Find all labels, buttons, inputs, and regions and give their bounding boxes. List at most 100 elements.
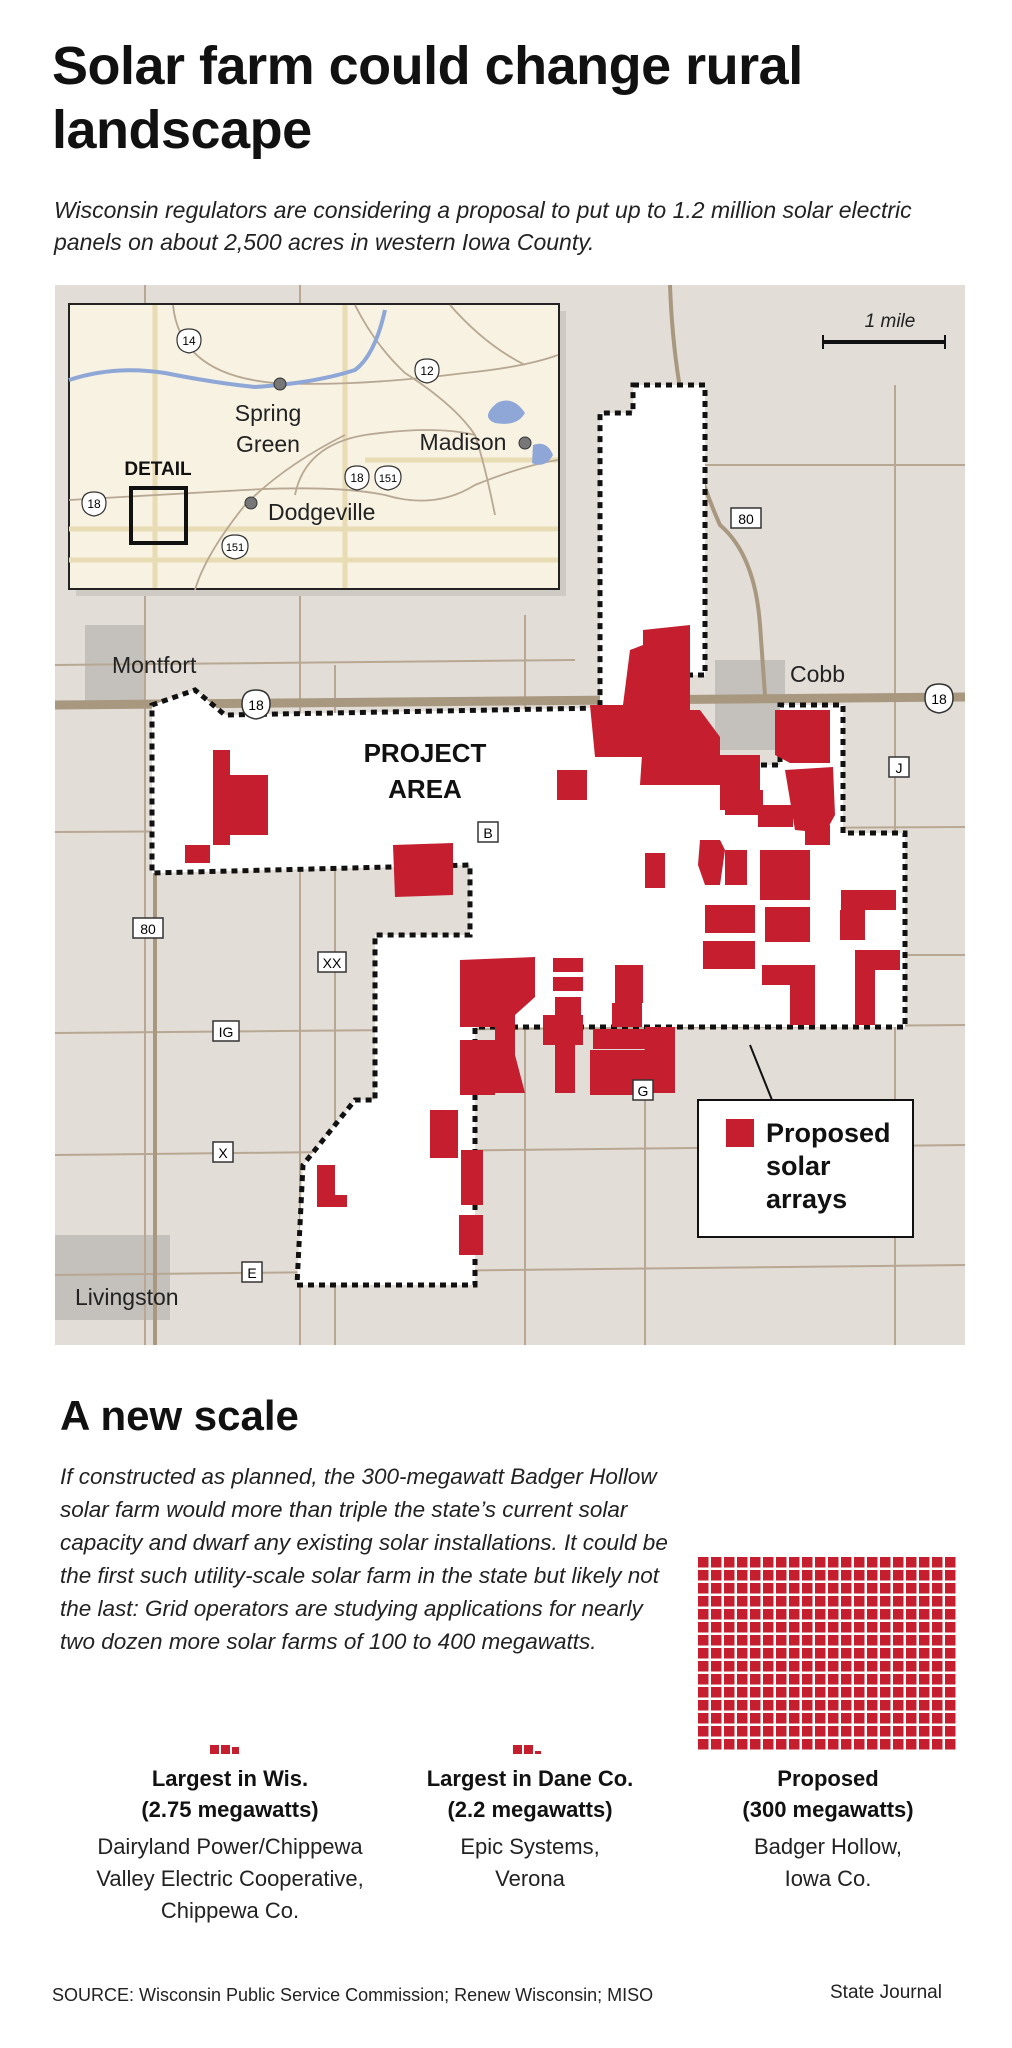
megawatt-square: [711, 1609, 722, 1620]
megawatt-square: [698, 1674, 709, 1685]
megawatt-square: [880, 1635, 891, 1646]
megawatt-square: [906, 1609, 917, 1620]
megawatt-square: [750, 1726, 761, 1737]
megawatt-square: [737, 1557, 748, 1568]
megawatt-square: [945, 1570, 956, 1581]
megawatt-square: [737, 1739, 748, 1750]
county-xx-shield: XX: [317, 951, 347, 973]
megawatt-square: [711, 1687, 722, 1698]
megawatt-square: [945, 1687, 956, 1698]
source-note: SOURCE: Wisconsin Public Service Commiss…: [52, 1985, 654, 2005]
project-area-label-line1: PROJECT: [364, 738, 487, 768]
megawatt-square: [763, 1596, 774, 1607]
megawatt-square: [789, 1700, 800, 1711]
megawatt-square: [828, 1557, 839, 1568]
megawatt-square: [893, 1583, 904, 1594]
county-e-shield: E: [241, 1261, 263, 1283]
megawatt-square: [763, 1700, 774, 1711]
lake-monona: [532, 443, 553, 465]
megawatt-square: [932, 1609, 943, 1620]
megawatt-square: [815, 1557, 826, 1568]
megawatt-square: [763, 1635, 774, 1646]
dodgeville-dot: [244, 496, 258, 510]
megawatt-square: [750, 1648, 761, 1659]
megawatt-square: [815, 1635, 826, 1646]
megawatt-square: [841, 1726, 852, 1737]
comparison-head-line2: (2.75 megawatts): [141, 1797, 319, 1822]
megawatt-square: [815, 1622, 826, 1633]
inset-locator-map: DETAIL Spring Green Madison Dodgeville 1…: [68, 303, 566, 596]
megawatt-square: [932, 1583, 943, 1594]
megawatt-square: [854, 1557, 865, 1568]
megawatt-square: [802, 1583, 813, 1594]
road-label: J: [896, 760, 903, 776]
megawatt-square: [763, 1622, 774, 1633]
megawatt-square: [867, 1570, 878, 1581]
megawatt-square: [880, 1596, 891, 1607]
megawatt-square: [724, 1622, 735, 1633]
megawatt-square: [919, 1726, 930, 1737]
megawatt-square: [802, 1557, 813, 1568]
megawatt-square: [711, 1739, 722, 1750]
megawatt-square: [828, 1687, 839, 1698]
megawatt-square: [711, 1648, 722, 1659]
megawatt-square: [802, 1648, 813, 1659]
megawatt-square: [906, 1596, 917, 1607]
comparison-head-line2: (300 megawatts): [742, 1797, 914, 1822]
scale-bar: [822, 335, 946, 349]
road-label: B: [483, 825, 492, 841]
megawatt-square: [841, 1713, 852, 1724]
hwy-80-shield-south: 80: [132, 917, 164, 939]
megawatt-square: [802, 1661, 813, 1672]
megawatt-square: [698, 1648, 709, 1659]
megawatt-square: [906, 1661, 917, 1672]
megawatt-square: [776, 1726, 787, 1737]
megawatt-square: [906, 1635, 917, 1646]
megawatt-square: [880, 1726, 891, 1737]
megawatt-square: [750, 1570, 761, 1581]
megawatt-square: [776, 1687, 787, 1698]
megawatt-square: [776, 1635, 787, 1646]
megawatt-square: [724, 1648, 735, 1659]
county-x-shield: X: [212, 1141, 234, 1163]
megawatt-square: [815, 1609, 826, 1620]
megawatt-square: [841, 1635, 852, 1646]
megawatt-square: [880, 1557, 891, 1568]
road-label: 80: [140, 921, 156, 937]
detail-label: DETAIL: [124, 459, 192, 480]
capacity-mark: [80, 1735, 380, 1763]
megawatt-square: [763, 1713, 774, 1724]
us-18-shield-west: 18: [241, 689, 271, 720]
megawatt-square: [828, 1596, 839, 1607]
megawatt-square: [789, 1583, 800, 1594]
madison-dot: [518, 436, 532, 450]
detail-box: [129, 486, 188, 545]
section-title: A new scale: [60, 1392, 299, 1439]
section-text: If constructed as planned, the 300-megaw…: [60, 1464, 668, 1654]
megawatt-square: [867, 1739, 878, 1750]
spring-green-dot: [273, 377, 287, 391]
megawatt-square: [711, 1726, 722, 1737]
megawatt-square: [737, 1596, 748, 1607]
megawatt-square: [906, 1557, 917, 1568]
megawatt-square: [919, 1557, 930, 1568]
megawatt-square: [893, 1622, 904, 1633]
megawatt-square: [724, 1635, 735, 1646]
megawatt-square: [789, 1648, 800, 1659]
megawatt-square: [880, 1661, 891, 1672]
megawatt-square: [776, 1557, 787, 1568]
megawatt-square: [763, 1661, 774, 1672]
road-label: 18: [350, 471, 364, 485]
county-ig-shield: IG: [212, 1020, 240, 1042]
megawatt-square: [711, 1700, 722, 1711]
megawatt-square: [724, 1674, 735, 1685]
megawatt-square: [802, 1726, 813, 1737]
megawatt-square: [750, 1700, 761, 1711]
megawatt-square: [945, 1648, 956, 1659]
megawatt-square: [737, 1583, 748, 1594]
megawatt-square: [763, 1674, 774, 1685]
megawatt-square: [789, 1635, 800, 1646]
megawatt-square: [919, 1700, 930, 1711]
megawatt-square: [698, 1739, 709, 1750]
hwy-80-shield-north: 80: [730, 507, 762, 529]
